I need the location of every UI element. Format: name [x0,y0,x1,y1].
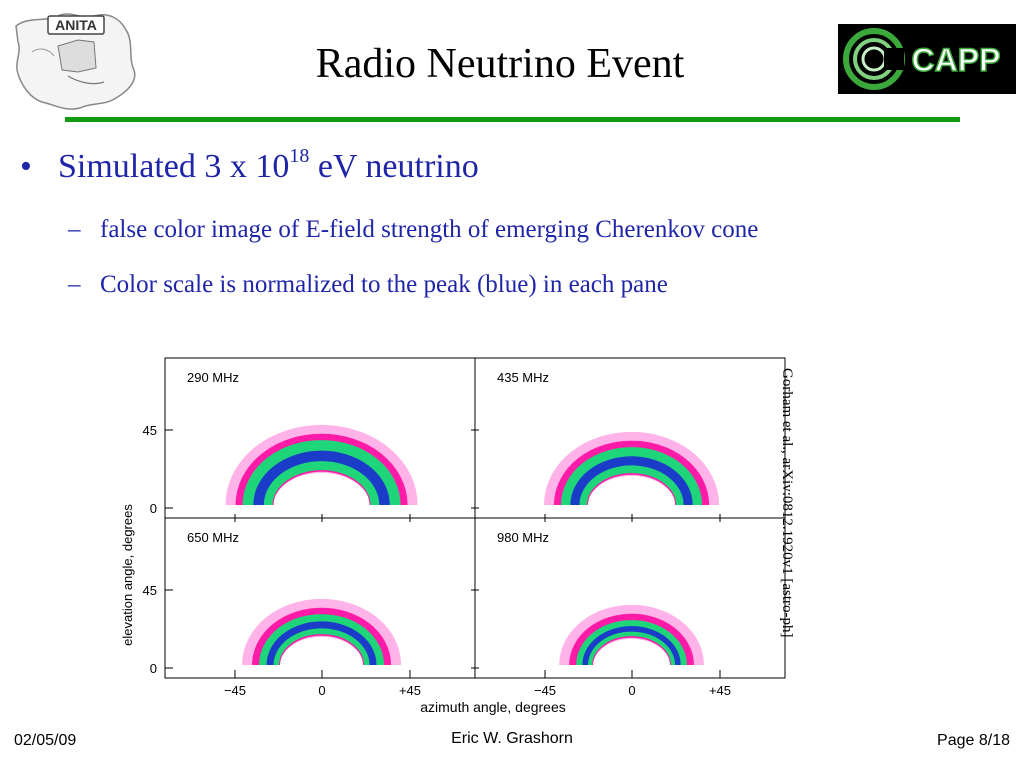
sub-bullet-text: Color scale is normalized to the peak (b… [100,271,668,298]
y-axis-label: elevation angle, degrees [120,504,135,646]
pane-frequency-label: 435 MHz [497,370,549,385]
cone-band-4 [266,621,377,666]
sub-bullet-color-scale: – Color scale is normalized to the peak (… [68,271,668,299]
citation-text: Gorham et al., arXiv:0812.1920v1 [astro-… [779,368,795,638]
sub-bullet-dash: – [68,271,81,298]
footer-author: Eric W. Grashorn [451,730,573,747]
anita-logo: ANITA [15,13,136,110]
bullet-superscript: 18 [289,145,310,167]
pane-frequency-label: 980 MHz [497,530,549,545]
y-tick-label: 0 [150,501,157,516]
bullet-text-after: eV neutrino [309,148,479,185]
ccapp-wordmark: CAPP [912,42,1001,78]
bullet-text-before: Simulated 3 x 10 [58,148,290,185]
y-tick-label: 45 [143,423,157,438]
bullet-mark: • [20,148,32,185]
pane-4: 980 MHz [497,530,704,667]
x-tick-label: −45 [534,683,556,698]
cherenkov-cone-figure: 290 MHz 435 MHz 650 MHz 980 MHz 45 0 45 0 −45 0 +4… [120,357,786,715]
pane-3: 650 MHz [187,530,402,667]
pane-frequency-label: 290 MHz [187,370,239,385]
citation: Gorham et al., arXiv:0812.1920v1 [astro-… [778,368,808,684]
x-tick-label: +45 [399,683,421,698]
x-tick-label: +45 [709,683,731,698]
cone-band-4 [570,456,693,506]
sub-bullet-false-color: – false color image of E-field strength o… [68,216,758,244]
y-tick-label: 0 [150,661,157,676]
pane-1: 290 MHz [187,370,418,507]
sub-bullet-dash: – [68,216,81,243]
pane-2: 435 MHz [497,370,720,507]
y-tick-label: 45 [143,583,157,598]
cone-band-4 [253,450,390,506]
pane-frequency-label: 650 MHz [187,530,239,545]
title-rule [65,117,960,122]
x-tick-label: 0 [318,683,325,698]
sub-bullet-text: false color image of E-field strength of… [100,216,759,243]
x-tick-label: −45 [224,683,246,698]
footer-date: 02/05/09 [14,732,77,749]
slide-title: Radio Neutrino Event [315,41,685,87]
bullet-simulated-neutrino: • Simulated 3 x 1018 eV neutrino [20,145,479,186]
anita-wordmark: ANITA [55,17,97,33]
x-tick-label: 0 [628,683,635,698]
footer-page-number: Page 8/18 [937,732,1010,749]
cone-band-4 [582,626,681,666]
x-axis-label: azimuth angle, degrees [420,699,566,715]
ccapp-logo: CAPP [838,24,1016,94]
